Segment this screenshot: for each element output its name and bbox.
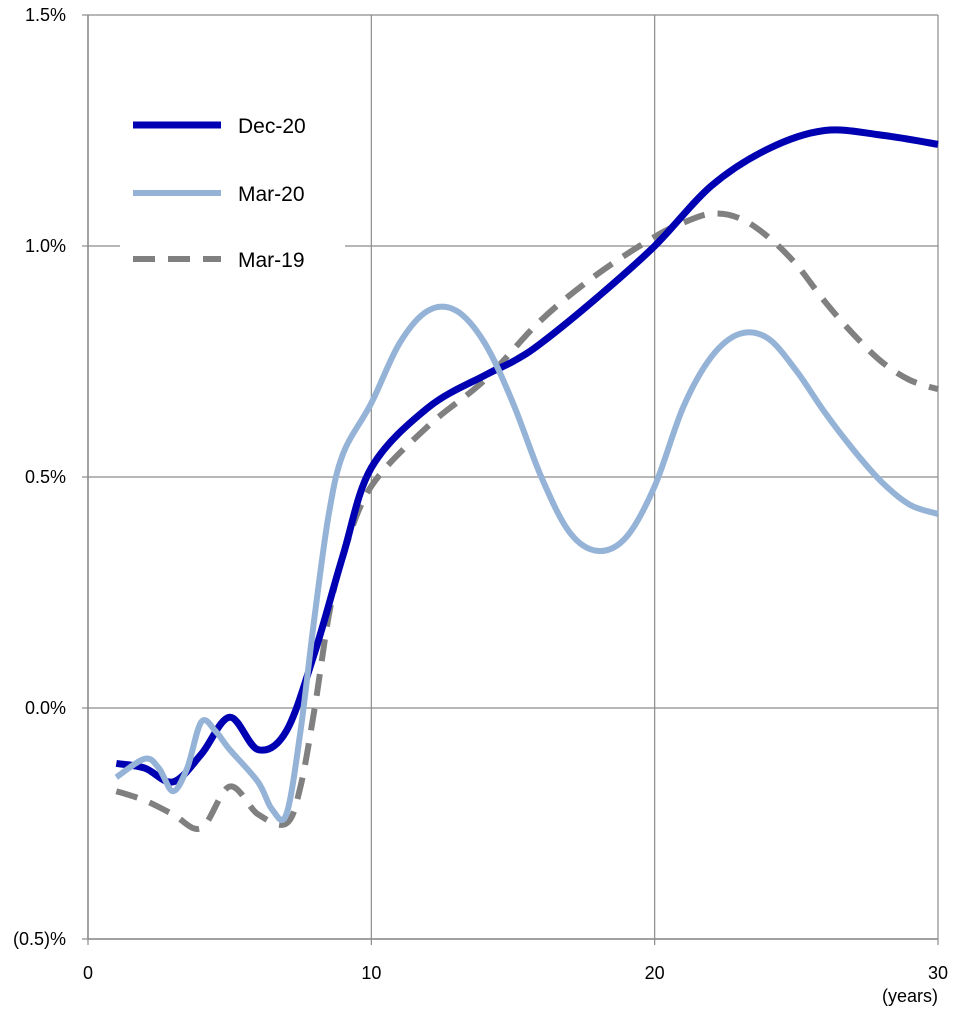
- series-lines: [114, 126, 939, 832]
- legend-label-dec-20: Dec-20: [238, 115, 306, 138]
- y-tick-label: 1.5%: [25, 5, 66, 25]
- tick-labels: 1.5% 1.0% 0.5% 0.0% (0.5)% 0 10 20 30: [13, 5, 948, 983]
- series-line-dec-20: [115, 126, 939, 786]
- legend-label-mar-19: Mar-19: [238, 249, 305, 272]
- x-tick-label: 20: [645, 963, 665, 983]
- y-tick-label: 0.5%: [25, 467, 66, 487]
- x-axis-unit-label: (years): [882, 986, 938, 1006]
- axes: [82, 14, 939, 945]
- legend-label-mar-20: Mar-20: [238, 183, 305, 206]
- series-line-mar-20: [114, 303, 939, 823]
- series-line-mar-19: [115, 210, 939, 832]
- x-tick-label: 0: [83, 963, 93, 983]
- y-tick-label: 0.0%: [25, 698, 66, 718]
- y-tick-label: 1.0%: [25, 236, 66, 256]
- legend: Dec-20 Mar-20 Mar-19: [120, 95, 345, 285]
- y-tick-label: (0.5)%: [13, 929, 66, 949]
- x-tick-label: 30: [928, 963, 948, 983]
- x-tick-label: 10: [361, 963, 381, 983]
